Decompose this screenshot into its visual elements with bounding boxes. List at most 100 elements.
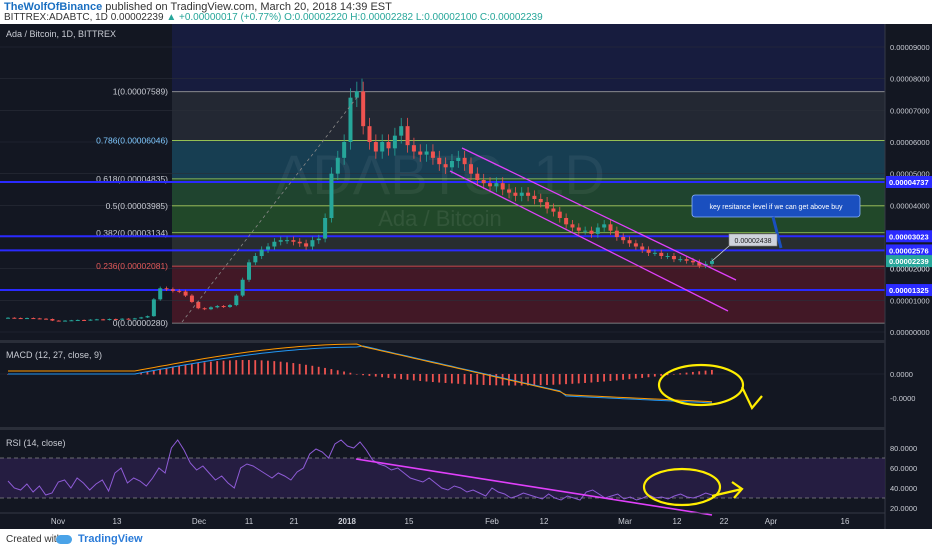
candle[interactable]: [557, 211, 562, 218]
candle[interactable]: [443, 164, 448, 168]
candle[interactable]: [386, 142, 391, 149]
candle[interactable]: [266, 246, 271, 250]
candle[interactable]: [63, 320, 68, 322]
candle[interactable]: [234, 295, 239, 306]
candle[interactable]: [380, 142, 385, 152]
candle[interactable]: [310, 240, 315, 247]
candle[interactable]: [507, 189, 512, 193]
candle[interactable]: [37, 318, 42, 320]
candle[interactable]: [361, 91, 366, 127]
candle[interactable]: [392, 135, 397, 149]
candle[interactable]: [456, 157, 461, 161]
candle[interactable]: [583, 230, 588, 232]
candle[interactable]: [633, 243, 638, 247]
candle[interactable]: [50, 319, 55, 321]
candle[interactable]: [488, 183, 493, 187]
candle[interactable]: [101, 319, 106, 321]
candle[interactable]: [532, 195, 537, 199]
channel-upper-line[interactable]: [461, 147, 737, 281]
tradingview-brand[interactable]: TradingView: [78, 533, 143, 545]
macd-line[interactable]: [8, 345, 713, 404]
candle[interactable]: [424, 151, 429, 155]
candle[interactable]: [158, 288, 163, 300]
candle[interactable]: [304, 243, 309, 247]
candle[interactable]: [56, 320, 61, 322]
candle[interactable]: [12, 317, 17, 319]
candle[interactable]: [595, 227, 600, 234]
candle[interactable]: [82, 319, 87, 321]
candle[interactable]: [285, 240, 290, 242]
candle[interactable]: [75, 319, 80, 321]
candle[interactable]: [430, 151, 435, 158]
candle[interactable]: [170, 289, 175, 291]
candle[interactable]: [113, 319, 118, 321]
candle[interactable]: [278, 240, 283, 242]
candle[interactable]: [88, 319, 93, 321]
candle[interactable]: [367, 126, 372, 142]
candle[interactable]: [646, 249, 651, 253]
candle[interactable]: [665, 256, 670, 257]
candle[interactable]: [602, 224, 607, 228]
candle[interactable]: [354, 91, 359, 98]
candle[interactable]: [684, 259, 689, 261]
candle[interactable]: [513, 192, 518, 196]
author-name[interactable]: TheWolfOfBinance: [4, 1, 103, 13]
rsi-arrow[interactable]: [711, 481, 744, 499]
candle[interactable]: [272, 241, 277, 247]
candle[interactable]: [342, 142, 347, 158]
candle[interactable]: [18, 318, 23, 320]
candle[interactable]: [614, 230, 619, 237]
candle[interactable]: [576, 227, 581, 231]
candle[interactable]: [329, 173, 334, 218]
candle[interactable]: [259, 249, 264, 256]
candle[interactable]: [107, 319, 112, 321]
candle[interactable]: [183, 291, 188, 296]
candle[interactable]: [659, 252, 664, 256]
candle[interactable]: [145, 316, 150, 318]
candle[interactable]: [405, 126, 410, 146]
candle[interactable]: [323, 218, 328, 239]
candle[interactable]: [690, 260, 695, 263]
candle[interactable]: [500, 183, 505, 190]
candle[interactable]: [291, 240, 296, 242]
candle[interactable]: [621, 237, 626, 241]
candle[interactable]: [437, 157, 442, 165]
chart-svg[interactable]: ADABTC, 1D Ada / Bitcoin 1(0.00007589) 0.…: [0, 24, 932, 529]
candle[interactable]: [399, 126, 404, 136]
candle[interactable]: [551, 208, 556, 212]
candle[interactable]: [177, 290, 182, 292]
candle[interactable]: [221, 306, 226, 308]
candle[interactable]: [31, 318, 36, 320]
candle[interactable]: [297, 241, 302, 244]
candle[interactable]: [139, 317, 144, 319]
candle[interactable]: [335, 157, 340, 174]
candle[interactable]: [348, 97, 353, 142]
candle[interactable]: [526, 192, 531, 196]
candle[interactable]: [94, 319, 99, 321]
candle[interactable]: [202, 308, 207, 310]
candle[interactable]: [227, 305, 232, 307]
candle[interactable]: [468, 164, 473, 174]
candle[interactable]: [247, 262, 252, 280]
rsi-trend-line[interactable]: [355, 458, 713, 516]
candle[interactable]: [189, 295, 194, 302]
candle[interactable]: [164, 288, 169, 290]
candle[interactable]: [132, 318, 137, 320]
candle[interactable]: [449, 161, 454, 168]
macd-signal-line[interactable]: [8, 343, 713, 403]
candle[interactable]: [120, 318, 125, 320]
rsi-highlight-circle[interactable]: [642, 467, 722, 507]
candle[interactable]: [652, 252, 657, 254]
candle[interactable]: [671, 256, 676, 260]
chart-area[interactable]: ADABTC, 1D Ada / Bitcoin 1(0.00007589) 0.…: [0, 24, 932, 529]
rsi-line[interactable]: [7, 439, 713, 501]
macd-arrow[interactable]: [741, 386, 763, 411]
candle[interactable]: [25, 318, 30, 320]
candle[interactable]: [627, 240, 632, 244]
candle[interactable]: [570, 224, 575, 228]
candle[interactable]: [538, 199, 543, 203]
candle[interactable]: [373, 142, 378, 152]
candle[interactable]: [418, 151, 423, 155]
candle[interactable]: [710, 261, 714, 264]
candle[interactable]: [253, 256, 258, 263]
